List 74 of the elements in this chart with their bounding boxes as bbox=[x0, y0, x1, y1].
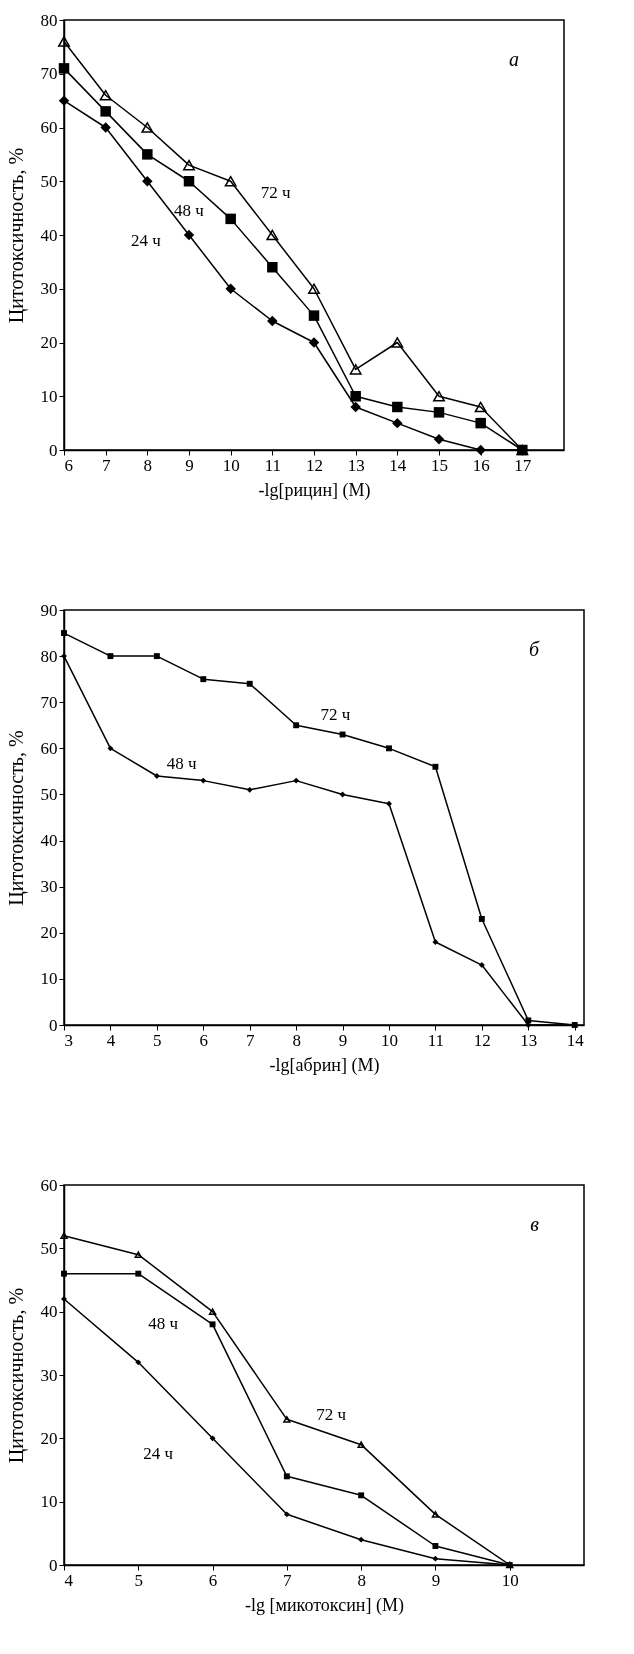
x-tick-label: 10 bbox=[501, 1570, 519, 1590]
x-tick-label: 16 bbox=[472, 455, 490, 475]
x-tick-label: 11 bbox=[427, 1030, 445, 1050]
series-label: 48 ч bbox=[174, 201, 205, 221]
y-tick-label: 60 bbox=[40, 118, 58, 137]
y-tick-label: 40 bbox=[40, 225, 58, 245]
x-axis-title: -lg[абрин] (M) bbox=[269, 1054, 380, 1076]
x-tick-label: 7 bbox=[101, 455, 111, 475]
x-tick-label: 9 bbox=[338, 1030, 348, 1050]
x-tick-label: 7 bbox=[245, 1030, 255, 1050]
y-tick-label: 30 bbox=[40, 279, 58, 299]
y-tick-label: 70 bbox=[40, 64, 58, 84]
x-tick-label: 10 bbox=[381, 1030, 398, 1050]
series-label: 72 ч bbox=[316, 1404, 347, 1424]
x-tick-label: 17 bbox=[514, 455, 532, 475]
series-label: 72 ч bbox=[260, 183, 291, 203]
y-tick-label: 10 bbox=[40, 969, 58, 989]
x-tick-label: 13 bbox=[347, 455, 365, 475]
x-tick-label: 10 bbox=[222, 455, 240, 475]
y-tick-label: 30 bbox=[40, 1365, 58, 1385]
y-tick-label: 80 bbox=[40, 646, 58, 666]
y-tick-label: 0 bbox=[49, 1015, 58, 1035]
x-tick-label: 4 bbox=[106, 1030, 116, 1050]
y-tick-label: 40 bbox=[40, 831, 58, 851]
x-tick-label: 4 bbox=[64, 1570, 74, 1590]
y-tick-label: 20 bbox=[40, 333, 58, 352]
y-tick-label: 50 bbox=[40, 784, 58, 804]
x-tick-label: 9 bbox=[185, 455, 194, 475]
x-tick-label: 6 bbox=[208, 1570, 218, 1590]
x-tick-label: 8 bbox=[143, 455, 153, 475]
x-tick-label: 8 bbox=[292, 1030, 301, 1050]
y-tick-label: 60 bbox=[40, 1175, 58, 1195]
x-tick-label: 14 bbox=[389, 455, 407, 475]
x-tick-label: 11 bbox=[264, 455, 282, 475]
y-tick-label: 90 bbox=[40, 600, 58, 620]
x-tick-label: 3 bbox=[64, 1030, 73, 1050]
x-axis-title: -lg [микотоксин] (M) bbox=[245, 1594, 404, 1616]
y-tick-label: 40 bbox=[40, 1302, 58, 1322]
y-tick-label: 20 bbox=[40, 923, 58, 943]
x-tick-label: 5 bbox=[153, 1030, 162, 1050]
series-label: 72 ч bbox=[320, 704, 351, 724]
x-tick-label: 8 bbox=[357, 1570, 366, 1590]
series-label: 48 ч bbox=[148, 1313, 179, 1333]
y-tick-label: 50 bbox=[40, 171, 58, 191]
y-tick-label: 30 bbox=[40, 877, 58, 897]
annotation: в bbox=[530, 1213, 540, 1235]
y-axis-title: Цитотоксичность, % bbox=[4, 147, 28, 324]
y-tick-label: 20 bbox=[40, 1428, 58, 1448]
series-label: 48 ч bbox=[166, 754, 198, 773]
y-tick-label: 10 bbox=[40, 386, 58, 406]
annotation: а bbox=[509, 48, 519, 70]
y-axis-title: Цитотоксичность, % bbox=[4, 1287, 28, 1464]
y-tick-label: 0 bbox=[49, 1555, 58, 1575]
x-tick-label: 12 bbox=[306, 455, 323, 475]
y-tick-label: 70 bbox=[40, 692, 58, 712]
x-tick-label: 13 bbox=[520, 1030, 538, 1050]
y-tick-label: 0 bbox=[49, 440, 58, 460]
x-tick-label: 14 bbox=[566, 1030, 585, 1050]
x-tick-label: 9 bbox=[431, 1570, 441, 1590]
series-label: 24 ч bbox=[131, 231, 162, 250]
y-axis-title: Цитотоксичность, % bbox=[4, 730, 28, 906]
x-tick-label: 12 bbox=[473, 1030, 491, 1050]
x-tick-label: 5 bbox=[134, 1570, 144, 1590]
x-tick-label: 6 bbox=[64, 455, 73, 475]
x-tick-label: 7 bbox=[283, 1570, 293, 1590]
y-tick-label: 60 bbox=[40, 738, 58, 758]
annotation: б bbox=[528, 638, 540, 660]
y-tick-label: 80 bbox=[40, 10, 58, 30]
y-tick-label: 50 bbox=[40, 1238, 58, 1258]
x-tick-label: 15 bbox=[431, 455, 448, 475]
x-tick-label: 6 bbox=[199, 1030, 209, 1050]
x-axis-title: -lg[рицин] (M) bbox=[258, 479, 371, 501]
y-tick-label: 10 bbox=[40, 1492, 58, 1512]
series-label: 24 ч bbox=[143, 1444, 174, 1464]
